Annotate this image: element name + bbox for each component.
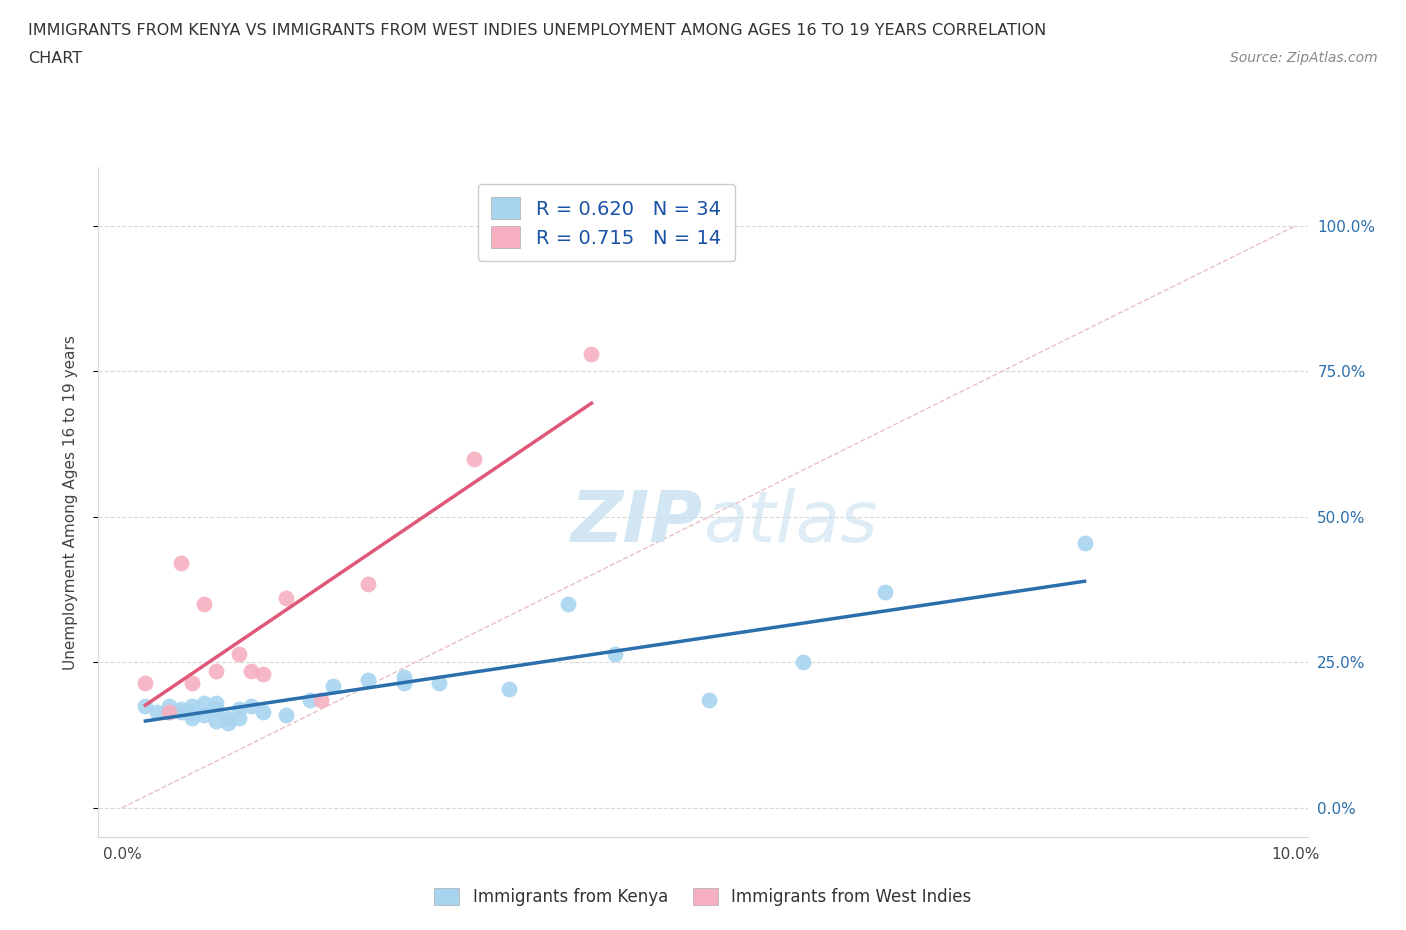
Point bbox=[193, 696, 215, 711]
Text: Source: ZipAtlas.com: Source: ZipAtlas.com bbox=[1230, 51, 1378, 65]
Point bbox=[169, 704, 191, 719]
Point bbox=[498, 681, 520, 696]
Point bbox=[228, 646, 250, 661]
Point bbox=[193, 708, 215, 723]
Point bbox=[169, 556, 191, 571]
Point bbox=[427, 675, 450, 690]
Point bbox=[240, 664, 263, 679]
Point bbox=[463, 451, 485, 466]
Point bbox=[157, 698, 180, 713]
Point bbox=[322, 678, 344, 693]
Text: atlas: atlas bbox=[703, 488, 877, 557]
Point bbox=[311, 693, 333, 708]
Point bbox=[204, 713, 226, 728]
Point bbox=[252, 667, 274, 682]
Point bbox=[169, 701, 191, 716]
Text: CHART: CHART bbox=[28, 51, 82, 66]
Point bbox=[240, 698, 263, 713]
Point bbox=[134, 675, 156, 690]
Text: IMMIGRANTS FROM KENYA VS IMMIGRANTS FROM WEST INDIES UNEMPLOYMENT AMONG AGES 16 : IMMIGRANTS FROM KENYA VS IMMIGRANTS FROM… bbox=[28, 23, 1046, 38]
Legend: R = 0.620   N = 34, R = 0.715   N = 14: R = 0.620 N = 34, R = 0.715 N = 14 bbox=[478, 184, 735, 261]
Point bbox=[228, 701, 250, 716]
Point bbox=[697, 693, 720, 708]
Point bbox=[181, 711, 204, 725]
Point bbox=[581, 346, 603, 361]
Point bbox=[276, 708, 298, 723]
Point bbox=[276, 591, 298, 605]
Point bbox=[181, 704, 204, 719]
Point bbox=[146, 704, 169, 719]
Point bbox=[603, 646, 626, 661]
Point bbox=[873, 585, 896, 600]
Point bbox=[557, 597, 579, 612]
Y-axis label: Unemployment Among Ages 16 to 19 years: Unemployment Among Ages 16 to 19 years bbox=[63, 335, 77, 670]
Legend: Immigrants from Kenya, Immigrants from West Indies: Immigrants from Kenya, Immigrants from W… bbox=[427, 881, 979, 912]
Point bbox=[157, 704, 180, 719]
Point bbox=[181, 698, 204, 713]
Point bbox=[181, 675, 204, 690]
Point bbox=[392, 670, 415, 684]
Point bbox=[792, 655, 814, 670]
Point bbox=[217, 716, 239, 731]
Point bbox=[392, 675, 415, 690]
Point bbox=[357, 672, 380, 687]
Point bbox=[357, 577, 380, 591]
Point bbox=[298, 693, 321, 708]
Point bbox=[134, 698, 156, 713]
Point bbox=[228, 711, 250, 725]
Point bbox=[204, 664, 226, 679]
Point bbox=[204, 701, 226, 716]
Point bbox=[1073, 536, 1095, 551]
Point bbox=[252, 704, 274, 719]
Text: ZIP: ZIP bbox=[571, 488, 703, 557]
Point bbox=[157, 704, 180, 719]
Point bbox=[217, 711, 239, 725]
Point bbox=[193, 597, 215, 612]
Point bbox=[204, 696, 226, 711]
